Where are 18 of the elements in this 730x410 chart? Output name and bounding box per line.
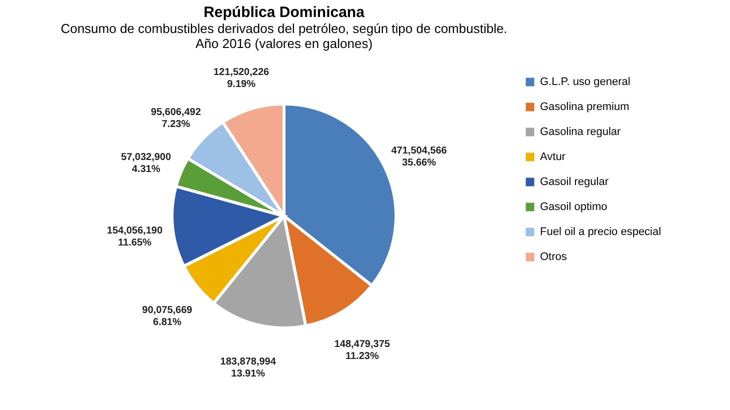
chart-title: República Dominicana [204,4,366,22]
data-label: 154,056,190 11.65% [106,226,163,249]
legend-label: Otros [540,251,568,263]
data-label: 183,878,994 13.91% [220,356,276,380]
legend-label: Gasolina premium [540,101,630,113]
data-label: 148,479,375 11.23% [334,339,390,362]
legend-label: Fuel oil a precio especial [540,226,662,238]
data-label: 57,032,900 4.31% [121,152,172,176]
legend-label: Gasolina regular [540,126,622,138]
data-label: 90,075,669 6.81% [142,305,193,328]
legend-label: G.L.P. uso general [540,76,630,88]
data-label: 471,504,566 35.66% [391,146,448,169]
data-label: 121,520,226 9.19% [213,67,270,90]
legend-label: Gasoil regular [540,176,609,188]
legend-label: Gasoil optimo [540,201,608,213]
chart-subtitle: Consumo de combustibles derivados del petróleo, según tipo de combustible. Año 2016 (valores en galones) [60,21,508,52]
data-label: 95,606,492 7.23% [150,106,202,130]
legend-label: Avtur [540,151,566,163]
